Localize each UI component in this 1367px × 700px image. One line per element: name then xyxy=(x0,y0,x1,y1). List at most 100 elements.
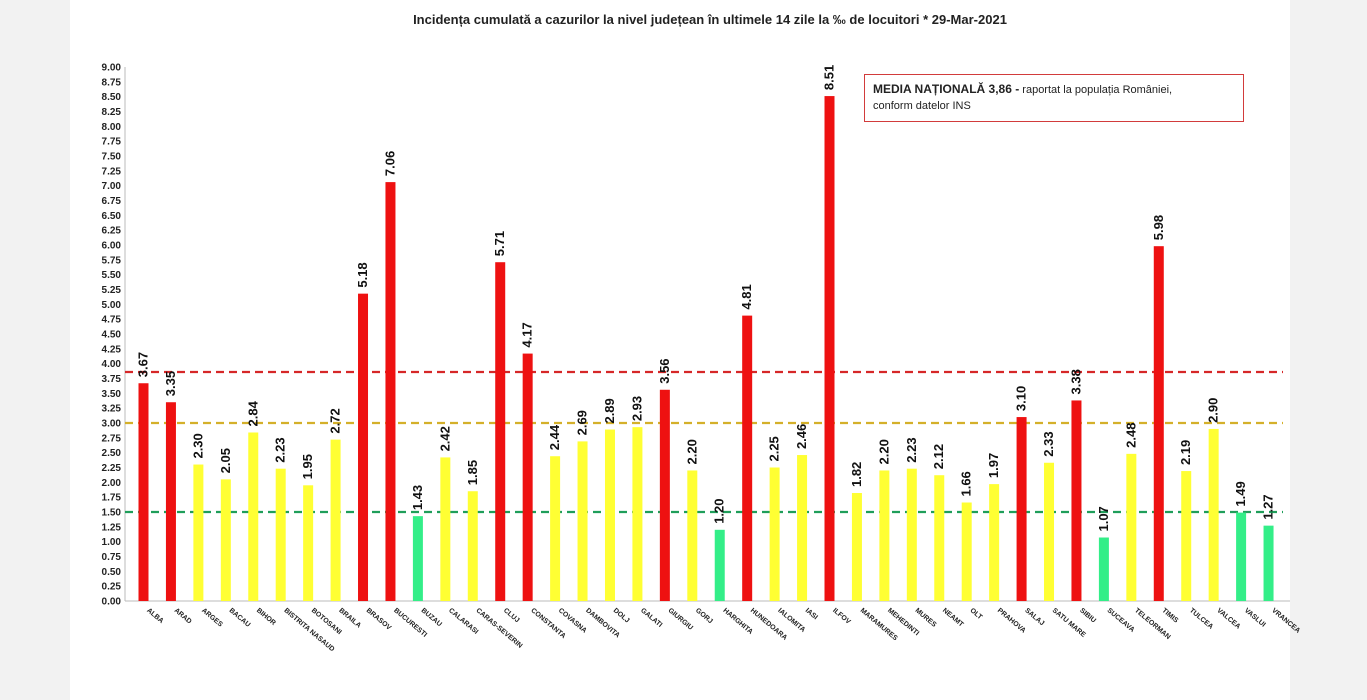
y-tick-label: 2.25 xyxy=(102,463,122,474)
x-tick-label: BIHOR xyxy=(255,607,277,627)
data-label: 3.10 xyxy=(1014,386,1029,411)
bar xyxy=(1181,471,1192,601)
bar xyxy=(330,439,341,601)
bar xyxy=(1263,525,1274,601)
value-labels: 3.67 3.35 2.30 2.05 2.84 2.23 1.95 2.72 5.18 7.06… xyxy=(136,65,1276,532)
data-label: 2.93 xyxy=(629,396,644,421)
bar xyxy=(879,470,890,601)
data-label: 1.82 xyxy=(849,462,864,487)
y-tick-label: 1.00 xyxy=(102,537,122,548)
bar xyxy=(1236,512,1247,601)
x-tick-label: CARAS-SEVERIN xyxy=(474,607,523,650)
x-tick-label: ALBA xyxy=(145,607,164,625)
national-average-annotation: MEDIA NAȚIONALĂ 3,86 - raportat la popul… xyxy=(864,74,1244,122)
x-tick-label: VRANCEA xyxy=(1270,607,1301,635)
category-labels: ALBA ARAD ARGES BACAU BIHOR BISTRITA NASAUDBO… xyxy=(145,607,1301,653)
y-tick-label: 6.25 xyxy=(102,226,122,237)
y-tick-label: 3.00 xyxy=(102,419,122,430)
data-label: 2.19 xyxy=(1178,440,1193,465)
annotation-bold-text: MEDIA NAȚIONALĂ 3,86 - xyxy=(873,82,1020,96)
x-tick-label: CLUJ xyxy=(502,607,521,624)
x-tick-label: TULCEA xyxy=(1188,607,1214,631)
data-label: 2.72 xyxy=(328,408,343,433)
data-label: 5.98 xyxy=(1151,215,1166,240)
bar xyxy=(1016,417,1027,601)
bar xyxy=(1044,462,1055,601)
bar xyxy=(934,475,945,601)
bar xyxy=(385,182,396,601)
y-tick-label: 7.25 xyxy=(102,166,122,177)
bar xyxy=(769,467,780,601)
x-tick-label: MURES xyxy=(914,607,938,629)
bar xyxy=(1126,453,1137,601)
data-label: 2.23 xyxy=(273,437,288,462)
x-tick-label: PRAHOVA xyxy=(996,607,1027,635)
y-tick-label: 4.75 xyxy=(102,315,122,326)
bar xyxy=(1153,246,1164,602)
data-label: 1.95 xyxy=(300,454,315,479)
data-label: 5.71 xyxy=(492,231,507,256)
bar xyxy=(522,353,533,601)
bar xyxy=(165,402,176,601)
x-tick-label: BRAILA xyxy=(337,607,362,629)
data-label: 2.69 xyxy=(575,410,590,435)
y-tick-label: 4.50 xyxy=(102,330,122,341)
bar xyxy=(358,293,369,601)
data-label: 7.06 xyxy=(382,151,397,176)
bar xyxy=(303,485,314,601)
y-tick-label: 3.75 xyxy=(102,374,122,385)
x-tick-label: BRASOV xyxy=(365,607,393,632)
y-tick-label: 5.00 xyxy=(102,300,122,311)
chart-title: Incidența cumulată a cazurilor la nivel … xyxy=(413,12,1007,27)
data-label: 2.12 xyxy=(931,444,946,469)
reference-lines xyxy=(125,370,1283,514)
data-label: 2.20 xyxy=(684,439,699,464)
bar xyxy=(220,479,231,601)
data-label: 2.25 xyxy=(767,436,782,461)
bar xyxy=(906,468,917,601)
bar xyxy=(550,456,561,601)
data-label: 2.33 xyxy=(1041,431,1056,456)
bar xyxy=(495,262,506,601)
bar xyxy=(1071,400,1082,601)
data-label: 2.46 xyxy=(794,424,809,449)
x-tick-label: NEAMT xyxy=(941,607,965,629)
y-tick-label: 8.00 xyxy=(102,122,122,133)
y-tick-label: 8.25 xyxy=(102,107,122,118)
y-tick-label: 1.25 xyxy=(102,522,122,533)
bars xyxy=(138,96,1274,602)
data-label: 3.35 xyxy=(163,371,178,396)
data-label: 1.27 xyxy=(1261,494,1276,519)
x-tick-label: VALCEA xyxy=(1215,607,1241,631)
x-tick-label: ILFOV xyxy=(831,607,852,626)
y-tick-label: 7.50 xyxy=(102,152,122,163)
data-label: 2.20 xyxy=(876,439,891,464)
data-label: 8.51 xyxy=(822,65,837,90)
y-tick-label: 2.75 xyxy=(102,433,122,444)
bar xyxy=(961,502,972,601)
x-tick-label: SUCEAVA xyxy=(1106,607,1136,634)
x-tick-label: BISTRITA NASAUD xyxy=(282,607,335,653)
data-label: 3.67 xyxy=(136,352,151,377)
y-tick-label: 0.25 xyxy=(102,582,122,593)
y-tick-label: 0.00 xyxy=(102,597,122,608)
y-tick-label: 0.50 xyxy=(102,567,122,578)
x-tick-label: SALAJ xyxy=(1023,607,1045,627)
bar xyxy=(659,389,670,601)
data-label: 1.43 xyxy=(410,485,425,510)
bar xyxy=(797,455,808,601)
data-label: 2.44 xyxy=(547,424,562,450)
bar xyxy=(577,441,588,601)
y-tick-label: 6.00 xyxy=(102,241,122,252)
y-tick-label: 4.25 xyxy=(102,344,122,355)
bar xyxy=(604,429,615,601)
y-tick-label: 2.00 xyxy=(102,478,122,489)
y-tick-label: 3.25 xyxy=(102,404,122,415)
data-label: 2.48 xyxy=(1123,423,1138,448)
data-label: 5.18 xyxy=(355,262,370,287)
y-tick-label: 9.00 xyxy=(102,63,122,74)
bar xyxy=(851,493,862,601)
data-label: 4.81 xyxy=(739,284,754,309)
bar xyxy=(1208,428,1219,601)
data-label: 2.42 xyxy=(437,426,452,451)
